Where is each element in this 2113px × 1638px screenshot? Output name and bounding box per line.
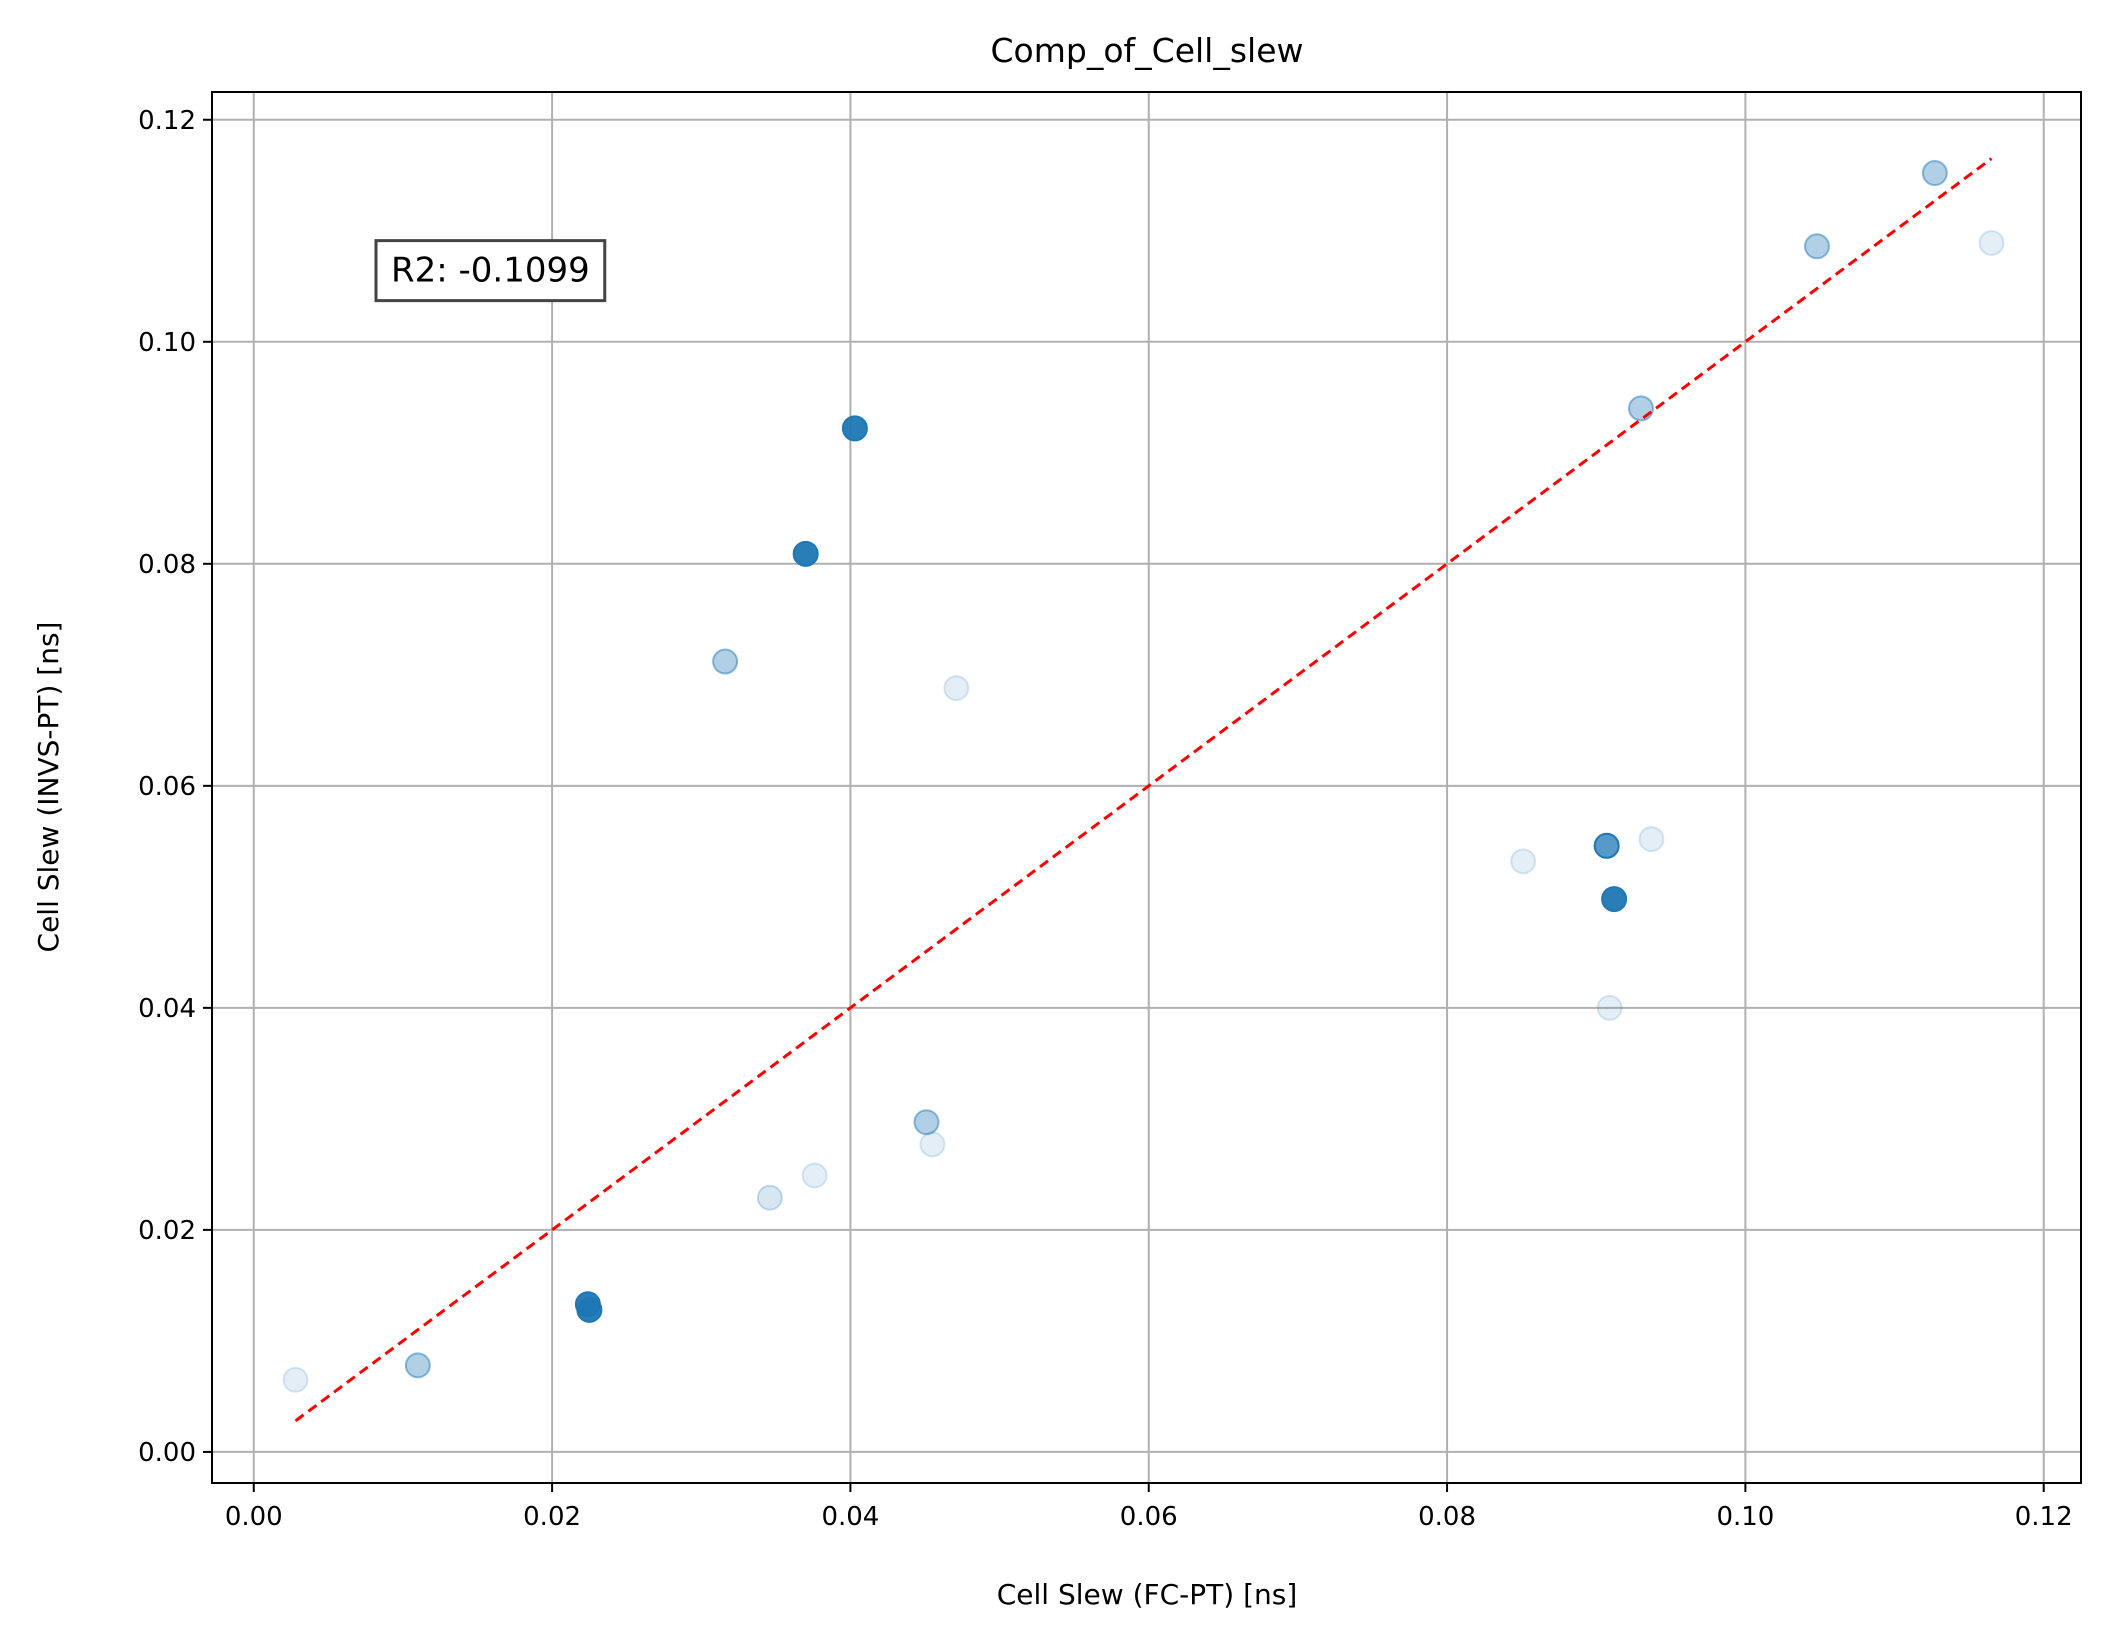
data-point [1510,848,1537,875]
x-tick-label: 0.00 [225,1502,283,1532]
y-tick-label: 0.00 [138,1438,196,1468]
annotation-box [374,239,607,303]
data-point [792,540,819,567]
axis-ticks: 0.00 0.02 0.04 0.06 0.08 0.10 0.12 0.00 0.02 0.04… [138,106,2073,1532]
data-point [1978,229,2005,256]
reference-line-layer [294,157,1993,1423]
reference-line [294,157,1993,1423]
data-point [841,415,868,442]
x-tick-label: 0.08 [1418,1502,1476,1532]
data-point [282,1366,309,1393]
x-tick-label: 0.10 [1716,1502,1774,1532]
x-tick-label: 0.06 [1120,1502,1178,1532]
grid [212,92,2081,1483]
x-tick-label: 0.12 [2015,1502,2073,1532]
x-axis-label: Cell Slew (FC-PT) [ns] [997,1578,1298,1611]
y-tick-label: 0.06 [138,772,196,802]
data-point [919,1131,946,1158]
data-point [1638,826,1665,853]
annotation-layer: R2: -0.1099 [374,239,607,303]
data-point [1601,886,1628,913]
data-point [1627,395,1654,422]
data-point [404,1352,431,1379]
chart-title: Comp_of_Cell_slew [991,31,1304,70]
y-axis-label: Cell Slew (INVS-PT) [ns] [32,622,65,953]
r2-annotation: R2: -0.1099 [391,251,590,291]
data-point [756,1184,783,1211]
data-point [943,675,970,702]
plot-frame [211,91,2082,1484]
data-points [282,160,2005,1393]
data-point [576,1296,603,1323]
y-tick-label: 0.08 [138,550,196,580]
y-tick-label: 0.04 [138,994,196,1024]
data-point [913,1109,940,1136]
data-point [801,1162,828,1189]
y-tick-label: 0.02 [138,1216,196,1246]
data-point [1596,994,1623,1021]
y-tick-label: 0.10 [138,328,196,358]
data-point [1593,832,1620,859]
y-tick-label: 0.12 [138,106,196,136]
x-tick-label: 0.02 [523,1502,581,1532]
data-point [1803,233,1830,260]
x-tick-label: 0.04 [821,1502,879,1532]
data-point [712,648,739,675]
data-point [1921,160,1948,187]
